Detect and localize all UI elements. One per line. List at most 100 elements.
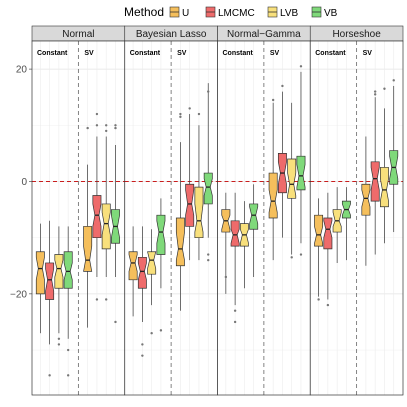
outlier-point: [326, 303, 330, 307]
outlier-point: [373, 93, 377, 96]
y-axis: −20 0 20: [10, 65, 32, 300]
group-label-sv: SV: [177, 50, 187, 57]
boxplot-sv-lvb: [287, 102, 297, 259]
outlier-point: [179, 112, 182, 116]
legend: Method U LMCMC LVB VB: [124, 5, 338, 19]
outlier-point: [207, 90, 210, 93]
boxplot-constant-lvb: [239, 201, 249, 289]
boxplot-sv-u: [268, 98, 278, 261]
outlier-point: [383, 87, 386, 90]
notched-box: [203, 172, 213, 205]
boxplot-sv-vb: [111, 124, 120, 324]
notched-box: [361, 183, 371, 216]
notched-box: [314, 214, 324, 247]
legend-key-vb: VB: [311, 6, 338, 19]
boxplot-sv-lvb: [101, 124, 111, 301]
boxplot-constant-vb: [156, 198, 166, 332]
outlier-point: [224, 275, 228, 279]
boxplot-sv-lmcmc: [185, 107, 195, 261]
boxplot-constant-lmcmc: [230, 192, 240, 324]
facet-panel: Normal Constant SV: [31, 25, 126, 396]
notched-box: [175, 217, 185, 267]
legend-label-lvb: LVB: [280, 8, 298, 19]
outlier-point: [392, 79, 395, 82]
group-label-constant: Constant: [315, 50, 346, 57]
boxplot-constant-u: [128, 226, 138, 317]
boxplot-sv-u: [175, 112, 185, 311]
facet-title: Horseshoe: [332, 29, 381, 40]
outlier-point: [299, 65, 303, 68]
outlier-point: [281, 84, 284, 88]
outlier-point: [66, 348, 70, 352]
outlier-point: [299, 253, 303, 256]
facet-title: Normal: [62, 29, 94, 40]
outlier-point: [290, 256, 293, 259]
y-tick-label: 20: [16, 65, 28, 76]
outlier-point: [188, 107, 191, 110]
legend-key-lvb: LVB: [267, 6, 298, 19]
legend-title: Method: [124, 5, 164, 19]
outlier-point: [105, 129, 108, 133]
group-label-constant: Constant: [223, 50, 254, 57]
boxplot-constant-lvb: [332, 187, 342, 263]
outlier-point: [179, 115, 182, 119]
outlier-point: [317, 298, 320, 301]
outlier-point: [159, 329, 163, 332]
boxplot-sv-lmcmc: [92, 112, 102, 301]
boxplot-constant-lmcmc: [323, 192, 333, 307]
group-label-sv: SV: [270, 50, 280, 57]
outlier-point: [233, 309, 237, 312]
legend-label-u: U: [182, 8, 189, 19]
notched-box: [194, 186, 204, 239]
notched-box: [249, 203, 259, 230]
outlier-point: [141, 343, 144, 346]
outlier-point: [114, 124, 117, 127]
outlier-point: [95, 298, 99, 301]
y-tick-label: 0: [21, 177, 27, 188]
notched-box: [128, 251, 138, 281]
outlier-point: [207, 258, 210, 262]
facet-title: Normal−Gamma: [227, 29, 301, 40]
legend-key-u: U: [169, 6, 189, 19]
outlier-point: [271, 98, 275, 102]
group-label-sv: SV: [84, 50, 94, 57]
boxplot-constant-u: [221, 192, 231, 294]
facet-panel: Horseshoe Constant SV: [309, 25, 404, 396]
notched-box: [323, 217, 333, 250]
notched-box: [83, 226, 93, 272]
notched-box: [370, 161, 380, 202]
outlier-point: [105, 298, 108, 301]
notched-box: [380, 167, 389, 208]
notched-box: [54, 254, 64, 289]
notched-box: [287, 158, 297, 199]
boxplot-constant-vb: [249, 184, 259, 277]
notched-box: [268, 172, 278, 219]
boxplot-constant-u: [35, 223, 45, 334]
legend-label-lmcmc: LMCMC: [218, 8, 255, 19]
notched-box: [35, 251, 45, 295]
notched-box: [101, 203, 111, 250]
notched-box: [185, 183, 195, 227]
outlier-point: [57, 343, 61, 346]
boxplot-constant-u: [314, 198, 324, 301]
boxplot-constant-lmcmc: [137, 226, 147, 357]
notched-box: [296, 155, 306, 191]
notched-box: [156, 214, 166, 255]
boxplot-constant-vb: [63, 226, 73, 377]
boxplot-sv-vb: [389, 79, 399, 233]
facet-panels: Normal Constant SV Bayesian Lasso Constant SV…: [31, 25, 404, 396]
boxplot-sv-lvb: [194, 112, 204, 261]
group-label-constant: Constant: [130, 50, 161, 57]
boxplot-sv-u: [83, 126, 93, 328]
boxplot-constant-lvb: [147, 229, 157, 335]
boxplot-constant-vb: [341, 187, 351, 261]
outlier-point: [141, 354, 144, 357]
outlier-point: [48, 374, 51, 377]
outlier-point: [95, 112, 99, 116]
boxplot-constant-lmcmc: [45, 220, 55, 377]
panel-border: [309, 40, 404, 396]
legend-label-vb: VB: [324, 8, 338, 19]
outlier-point: [86, 126, 89, 130]
outlier-point: [233, 320, 237, 324]
outlier-point: [66, 374, 70, 377]
